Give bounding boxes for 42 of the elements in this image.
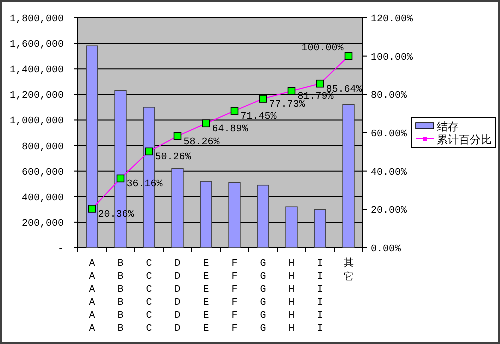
bar: [314, 209, 326, 248]
legend-label: 结存: [437, 120, 459, 134]
x-tick-label: IIIIII: [317, 259, 324, 335]
y-tick-label: 200,000: [22, 218, 64, 230]
y2-tick-label: 60.00%: [371, 130, 408, 140]
data-label: 58.26%: [184, 137, 220, 148]
y2-tick-label: 40.00%: [371, 168, 408, 179]
bar: [86, 46, 98, 248]
bar: [286, 206, 298, 248]
x-tick-label: HHHHHH: [288, 259, 295, 335]
x-tick-label: CCCCCC: [146, 259, 152, 335]
bar: [200, 181, 212, 248]
y2-tick-label: 100.00%: [371, 52, 414, 64]
bar: [172, 168, 184, 248]
y2-tick-label: 120.00%: [371, 14, 414, 26]
data-label: 50.26%: [155, 152, 192, 164]
x-tick-label: AAAAAA: [89, 259, 96, 335]
y-tick-label: -: [58, 244, 64, 256]
y-tick-label: 1,600,000: [10, 40, 64, 52]
x-tick-label: EEEEEE: [203, 259, 210, 335]
bar: [342, 104, 355, 248]
data-label: 64.89%: [212, 124, 248, 136]
y-tick-label: 1,400,000: [10, 66, 64, 77]
y2-tick-label: 80.00%: [371, 91, 408, 102]
x-tick-label: BBBBBB: [118, 259, 124, 335]
bar: [228, 182, 241, 248]
data-label: 71.45%: [240, 112, 277, 124]
y-tick-label: 1,200,000: [10, 91, 64, 102]
y-tick-label: 400,000: [22, 193, 64, 204]
bar: [257, 184, 270, 248]
y2-tick-label: 20.00%: [371, 206, 408, 218]
x-tick-label: FFFFFF: [232, 259, 238, 335]
x-tick-label: GGGGGG: [260, 259, 266, 335]
y-tick-label: 600,000: [22, 168, 64, 179]
legend-label: 累计百分比: [437, 134, 492, 146]
y-tick-label: 1,800,000: [10, 14, 64, 26]
x-tick-label: DDDDDD: [174, 259, 181, 335]
y2-tick-label: 0.00%: [371, 244, 402, 256]
x-tick-label: 其它: [344, 257, 354, 284]
y-tick-label: 800,000: [22, 142, 64, 154]
y-tick-label: 1,000,000: [10, 116, 64, 128]
data-label: 100.00%: [302, 43, 344, 54]
